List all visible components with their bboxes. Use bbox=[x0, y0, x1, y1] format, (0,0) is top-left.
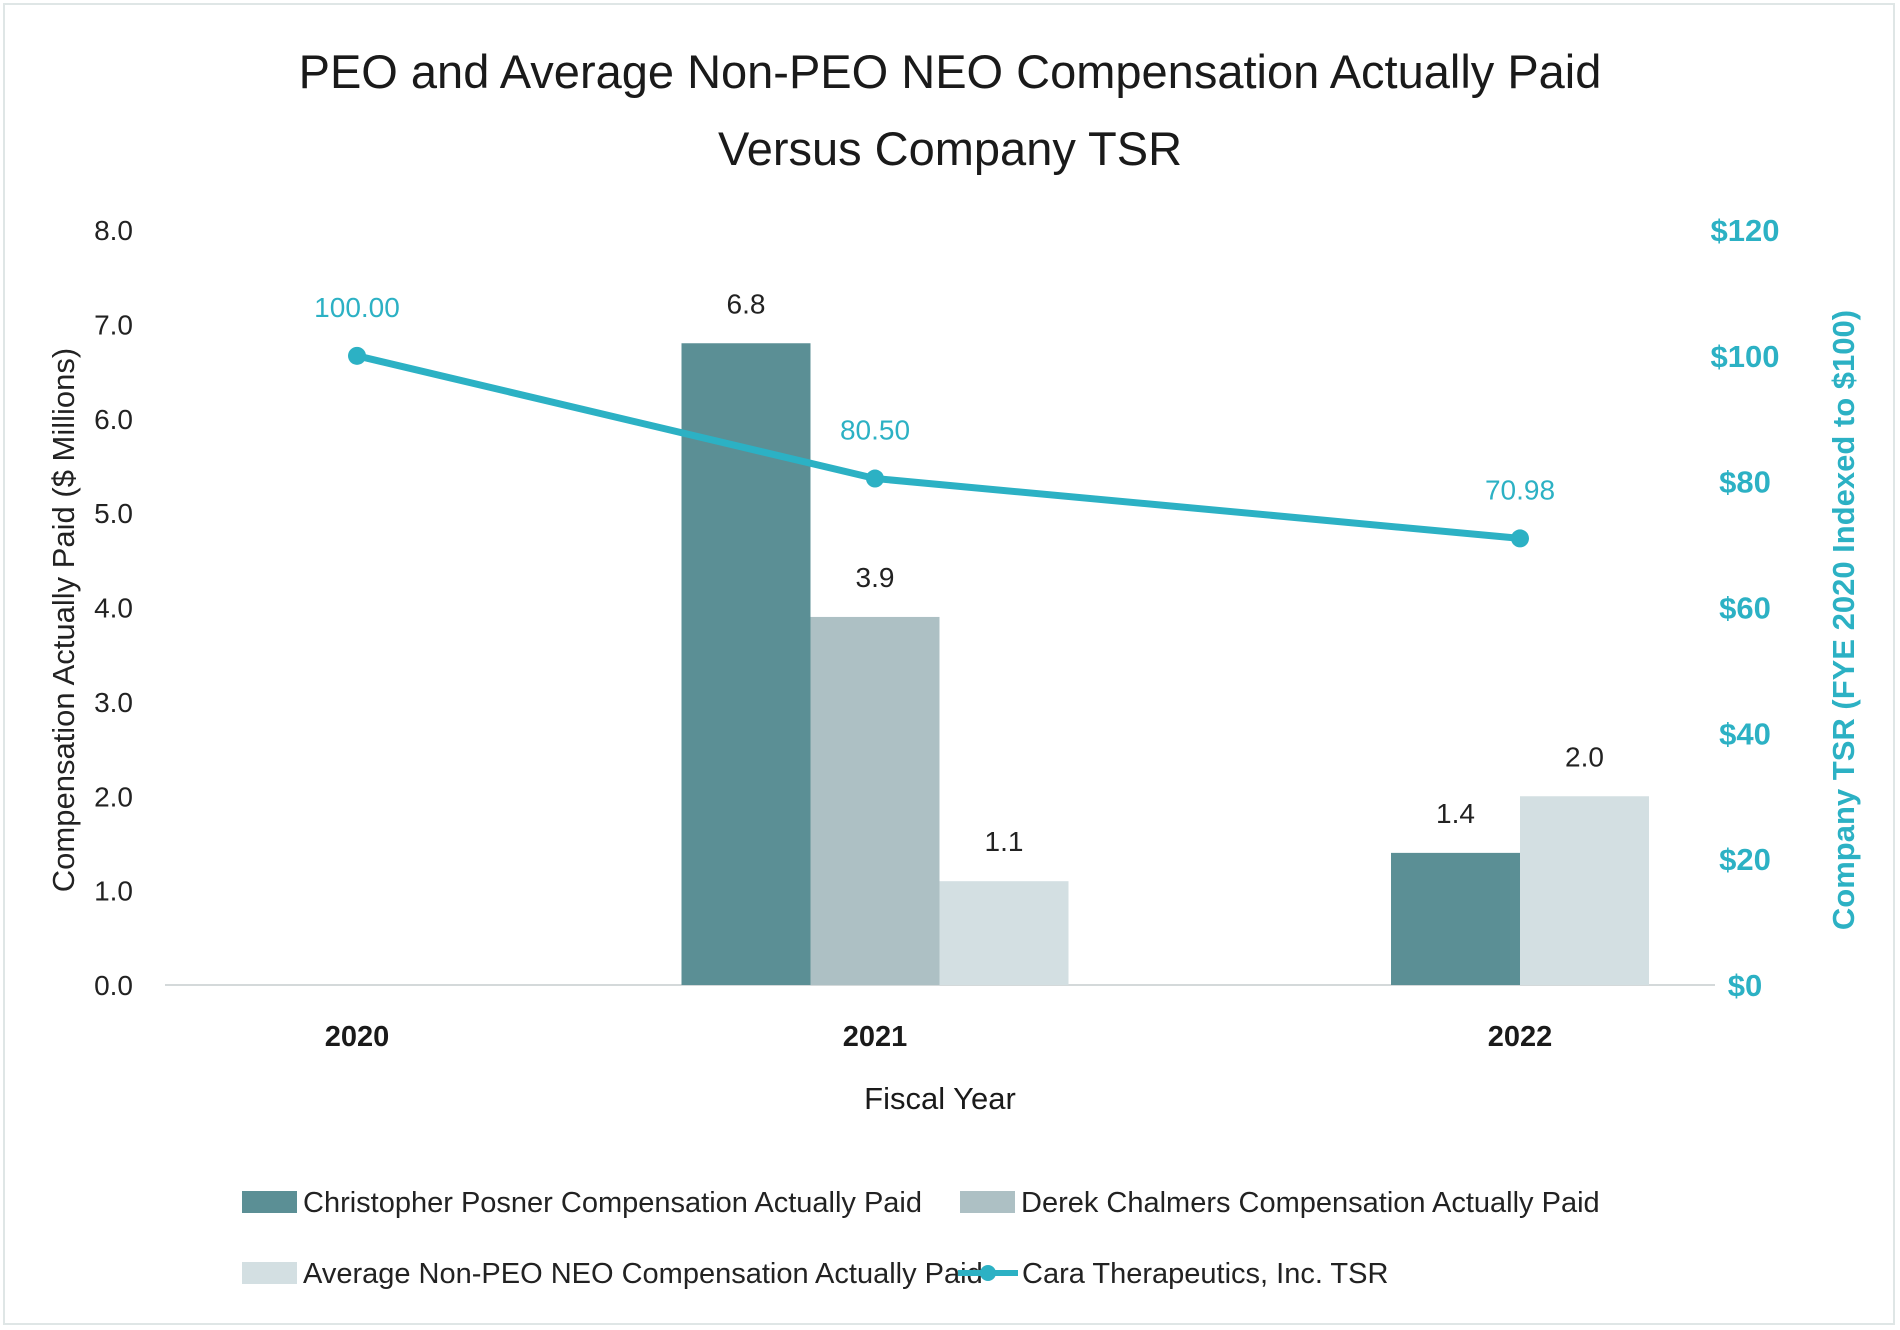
x-tick-label: 2022 bbox=[1488, 1021, 1553, 1053]
y2-tick-label: $0 bbox=[1728, 968, 1762, 1003]
y2-tick-label: $40 bbox=[1719, 716, 1771, 751]
y-tick-label: 5.0 bbox=[94, 498, 133, 529]
legend-swatch bbox=[242, 1262, 297, 1284]
tsr-data-label: 80.50 bbox=[840, 415, 910, 446]
bars bbox=[681, 343, 1649, 985]
bar-data-label: 3.9 bbox=[856, 562, 895, 593]
x-axis-label: Fiscal Year bbox=[864, 1081, 1016, 1116]
y2-tick-label: $20 bbox=[1719, 842, 1771, 877]
y-axis-label: Compensation Actually Paid ($ Millions) bbox=[46, 348, 81, 892]
y-tick-label: 2.0 bbox=[94, 781, 133, 812]
y2-tick-label: $80 bbox=[1719, 465, 1771, 500]
tsr-point bbox=[1511, 529, 1529, 548]
bar-data-label: 1.1 bbox=[985, 826, 1024, 857]
y-tick-label: 0.0 bbox=[94, 970, 133, 1001]
bar-data-label: 2.0 bbox=[1565, 741, 1604, 772]
chart-title-line-2: Versus Company TSR bbox=[718, 122, 1182, 175]
y2-tick-label: $100 bbox=[1711, 339, 1780, 374]
legend-marker bbox=[980, 1265, 996, 1281]
bar-data-label: 6.8 bbox=[727, 288, 766, 319]
bar bbox=[810, 616, 940, 985]
tsr-point bbox=[866, 469, 884, 488]
right-axis-ticks: $0 $20 $40 $60 $80 $100 $120 bbox=[1711, 213, 1780, 1003]
chart-title-line-1: PEO and Average Non-PEO NEO Compensation… bbox=[299, 45, 1602, 98]
legend-label: Average Non-PEO NEO Compensation Actuall… bbox=[303, 1258, 983, 1290]
category-labels: 2020 2021 2022 bbox=[325, 1021, 1553, 1053]
legend-swatch bbox=[960, 1191, 1015, 1213]
legend-label: Cara Therapeutics, Inc. TSR bbox=[1022, 1258, 1388, 1290]
legend: Christopher Posner Compensation Actually… bbox=[242, 1187, 1600, 1290]
bar bbox=[939, 881, 1069, 985]
y2-tick-label: $60 bbox=[1719, 591, 1771, 626]
tsr-line bbox=[356, 352, 1521, 542]
tsr-data-label: 70.98 bbox=[1485, 474, 1555, 505]
bar bbox=[1391, 852, 1520, 985]
y2-axis-label: Company TSR (FYE 2020 Indexed to $100) bbox=[1826, 310, 1861, 930]
tsr-data-label: 100.00 bbox=[314, 292, 400, 323]
y-tick-label: 6.0 bbox=[94, 404, 133, 435]
y-tick-label: 8.0 bbox=[94, 215, 133, 246]
bar bbox=[1520, 796, 1649, 985]
bar-labels: 6.8 3.9 1.1 1.4 2.0 bbox=[727, 288, 1604, 857]
bar-data-label: 1.4 bbox=[1436, 798, 1475, 829]
y-tick-label: 1.0 bbox=[94, 876, 133, 907]
legend-swatch bbox=[242, 1191, 297, 1213]
y2-tick-label: $120 bbox=[1711, 213, 1780, 248]
legend-label: Derek Chalmers Compensation Actually Pai… bbox=[1021, 1187, 1600, 1219]
tsr-point bbox=[348, 346, 366, 365]
y-tick-label: 7.0 bbox=[94, 309, 133, 340]
y-tick-label: 3.0 bbox=[94, 687, 133, 718]
y-tick-label: 4.0 bbox=[94, 593, 133, 624]
x-tick-label: 2020 bbox=[325, 1021, 390, 1053]
legend-label: Christopher Posner Compensation Actually… bbox=[303, 1187, 922, 1219]
x-tick-label: 2021 bbox=[843, 1021, 908, 1053]
tsr-line-layer: 100.00 80.50 70.98 bbox=[314, 292, 1555, 548]
chart-frame bbox=[3, 3, 1895, 1325]
left-axis-ticks: 0.0 1.0 2.0 3.0 4.0 5.0 6.0 7.0 8.0 bbox=[94, 215, 133, 1001]
